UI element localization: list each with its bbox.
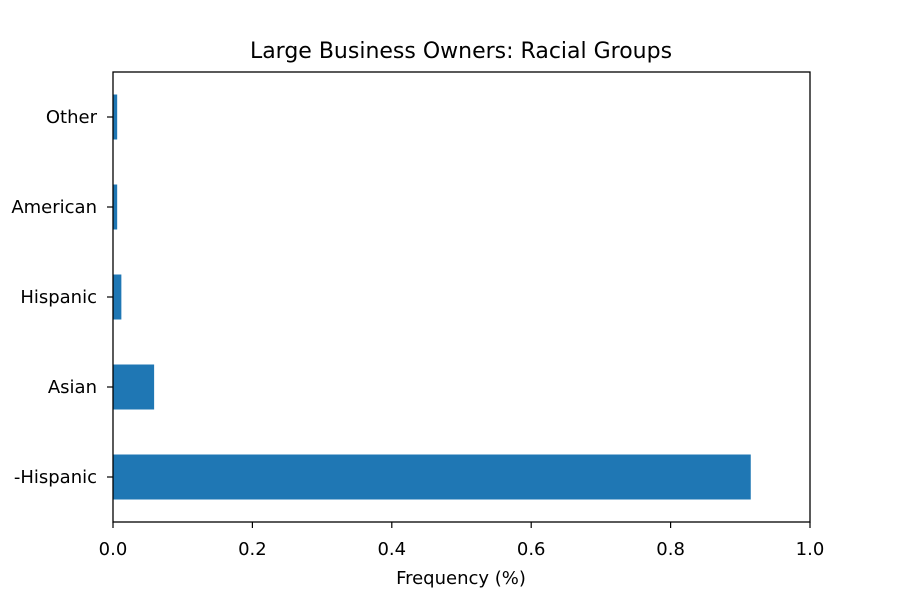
x-axis-label: Frequency (%)	[396, 568, 526, 589]
y-tick-label-3: American	[11, 197, 97, 218]
x-tick-label-0: 0.0	[99, 539, 128, 560]
bar-3	[113, 184, 118, 230]
x-tick-label-2: 0.4	[377, 539, 406, 560]
y-tick-label-4: Other	[46, 107, 98, 128]
y-tick-label-0: -Hispanic	[14, 467, 97, 488]
bar-0	[113, 454, 751, 500]
x-tick-label-4: 0.8	[656, 539, 685, 560]
y-tick-label-1: Asian	[48, 377, 97, 398]
x-tick-label-5: 1.0	[796, 539, 825, 560]
x-tick-label-1: 0.2	[238, 539, 267, 560]
chart-title: Large Business Owners: Racial Groups	[250, 39, 672, 64]
bar-2	[113, 274, 122, 320]
x-tick-label-3: 0.6	[517, 539, 546, 560]
y-axis: -Hispanic Asian Hispanic American Other	[11, 107, 113, 488]
bars-group	[113, 94, 751, 500]
x-axis: 0.0 0.2 0.4 0.6 0.8 1.0	[99, 522, 825, 560]
bar-4	[113, 94, 118, 140]
y-tick-label-2: Hispanic	[20, 287, 97, 308]
bar-1	[113, 364, 155, 410]
